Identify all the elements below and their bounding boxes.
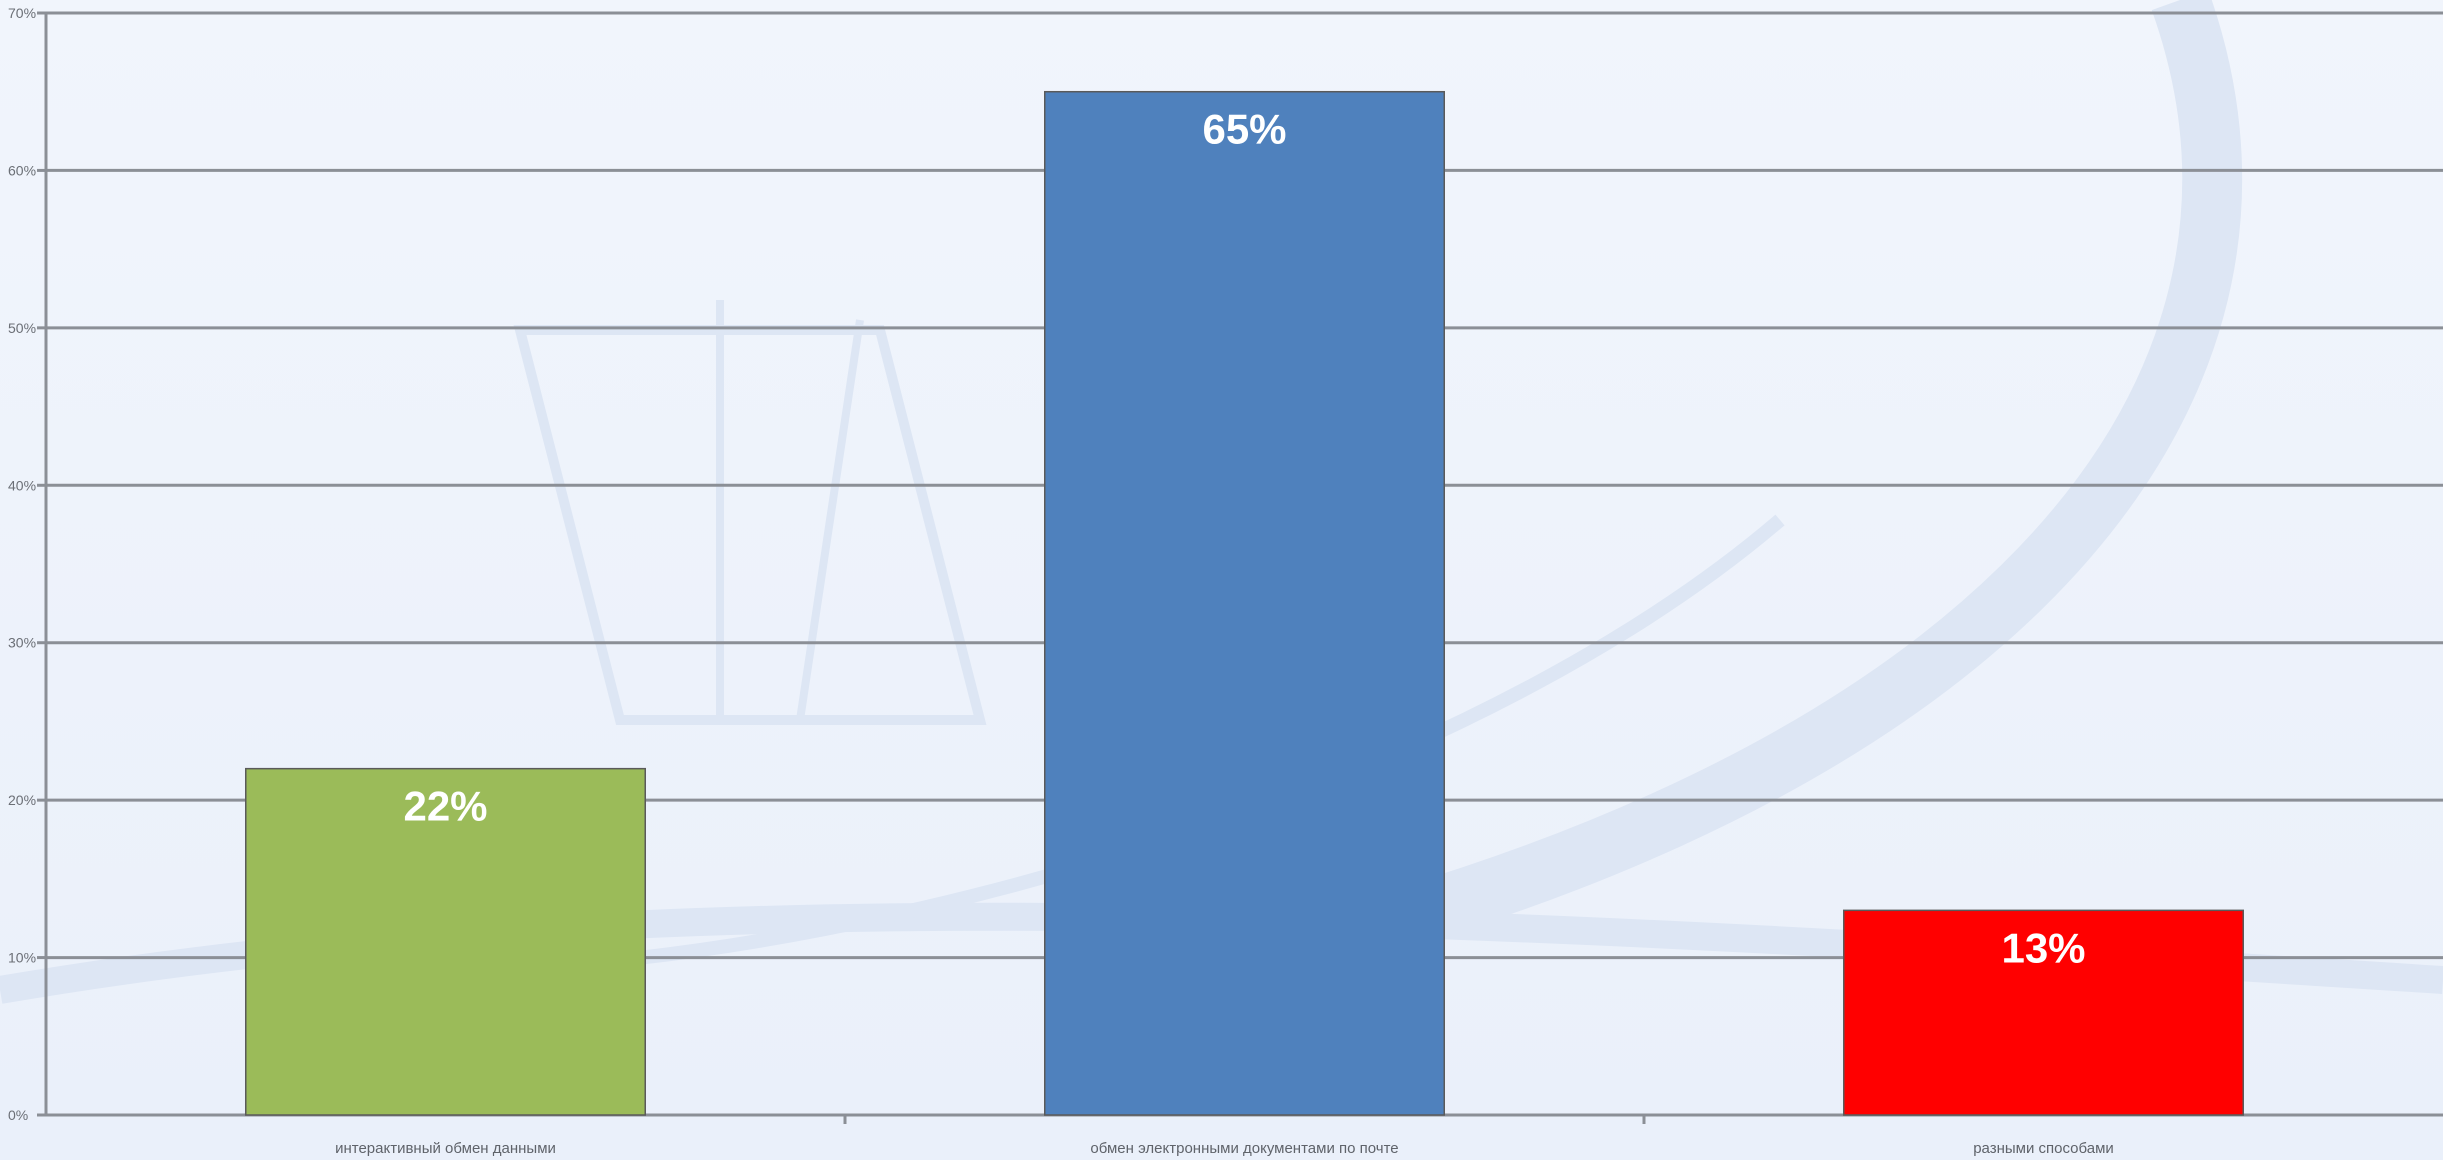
bars	[245, 90, 2244, 1116]
y-tick-label: 10%	[8, 950, 36, 966]
data-label: 13%	[2001, 924, 2085, 971]
labels: 0% 10% 20% 30% 40% 50% 60% 70% 22% интерактивный …	[8, 5, 2114, 1157]
data-label: 22%	[403, 783, 487, 830]
y-tick-label: 60%	[8, 162, 36, 178]
x-tick-label: интерактивный обмен данными	[335, 1140, 556, 1157]
x-tick-label: разными способами	[1973, 1140, 2114, 1157]
data-label: 65%	[1202, 106, 1286, 153]
y-tick-label: 30%	[8, 635, 36, 651]
y-tick-label: 70%	[8, 5, 36, 21]
x-tick-label: обмен электронными документами по почте	[1090, 1140, 1398, 1157]
bar	[1044, 90, 1445, 1116]
bar	[245, 767, 646, 1116]
y-tick-label: 50%	[8, 320, 36, 336]
y-tick-label: 40%	[8, 477, 36, 493]
y-tick-label: 20%	[8, 792, 36, 808]
y-tick-label: 0%	[8, 1107, 28, 1123]
bar	[1843, 909, 2244, 1116]
